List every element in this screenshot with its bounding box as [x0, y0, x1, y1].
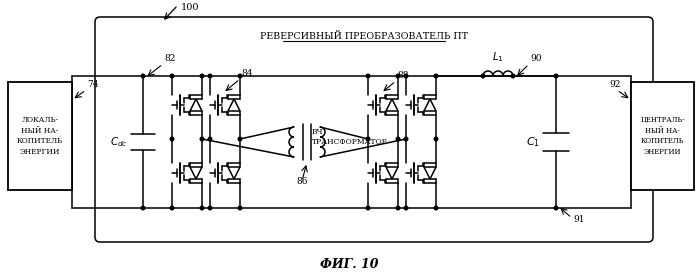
Circle shape [200, 137, 204, 141]
Text: РЕВЕРСИВНЫЙ ПРЕОБРАЗОВАТЕЛЬ ПТ: РЕВЕРСИВНЫЙ ПРЕОБРАЗОВАТЕЛЬ ПТ [260, 31, 468, 41]
Circle shape [170, 137, 174, 141]
Text: $C_1$: $C_1$ [526, 135, 540, 149]
Text: ЦЕНТРАЛЬ-
НЫЙ НА-
КОПИТЕЛЬ
ЭНЕРГИИ: ЦЕНТРАЛЬ- НЫЙ НА- КОПИТЕЛЬ ЭНЕРГИИ [640, 116, 685, 156]
Circle shape [238, 137, 242, 141]
Text: ФИГ. 10: ФИГ. 10 [320, 258, 379, 271]
Circle shape [434, 74, 438, 78]
Circle shape [238, 206, 242, 210]
Circle shape [396, 206, 400, 210]
Circle shape [511, 74, 514, 78]
Circle shape [434, 137, 438, 141]
Text: 100: 100 [181, 3, 199, 12]
Circle shape [200, 74, 204, 78]
Bar [8, 82, 72, 190]
Circle shape [404, 137, 408, 141]
Circle shape [200, 206, 204, 210]
Circle shape [366, 206, 370, 210]
FancyBboxPatch shape [95, 17, 653, 242]
Bar [631, 82, 694, 190]
Circle shape [396, 74, 400, 78]
Circle shape [554, 74, 558, 78]
Text: $C_{dc}$: $C_{dc}$ [110, 135, 128, 149]
Text: 91: 91 [573, 215, 584, 224]
Circle shape [404, 74, 408, 78]
Circle shape [141, 206, 145, 210]
Circle shape [554, 206, 558, 210]
Text: ВЧ
ТРАНСФОРМАТОР: ВЧ ТРАНСФОРМАТОР [312, 128, 388, 146]
Text: 86: 86 [296, 177, 308, 186]
Circle shape [404, 206, 408, 210]
Text: 88: 88 [397, 71, 408, 80]
Circle shape [481, 74, 485, 78]
Text: 74: 74 [87, 80, 99, 89]
Circle shape [208, 137, 212, 141]
Circle shape [366, 137, 370, 141]
Text: 92: 92 [609, 80, 621, 89]
Circle shape [366, 74, 370, 78]
Circle shape [208, 74, 212, 78]
Text: 90: 90 [530, 54, 542, 63]
Circle shape [208, 206, 212, 210]
Text: $L_1$: $L_1$ [492, 50, 504, 64]
Circle shape [170, 206, 174, 210]
Text: 84: 84 [241, 69, 252, 78]
Text: 82: 82 [164, 54, 175, 63]
Circle shape [396, 137, 400, 141]
Circle shape [238, 74, 242, 78]
Circle shape [141, 74, 145, 78]
Circle shape [434, 206, 438, 210]
Circle shape [170, 74, 174, 78]
Text: ЛОКАЛЬ-
НЫЙ НА-
КОПИТЕЛЬ
ЭНЕРГИИ: ЛОКАЛЬ- НЫЙ НА- КОПИТЕЛЬ ЭНЕРГИИ [17, 116, 63, 156]
